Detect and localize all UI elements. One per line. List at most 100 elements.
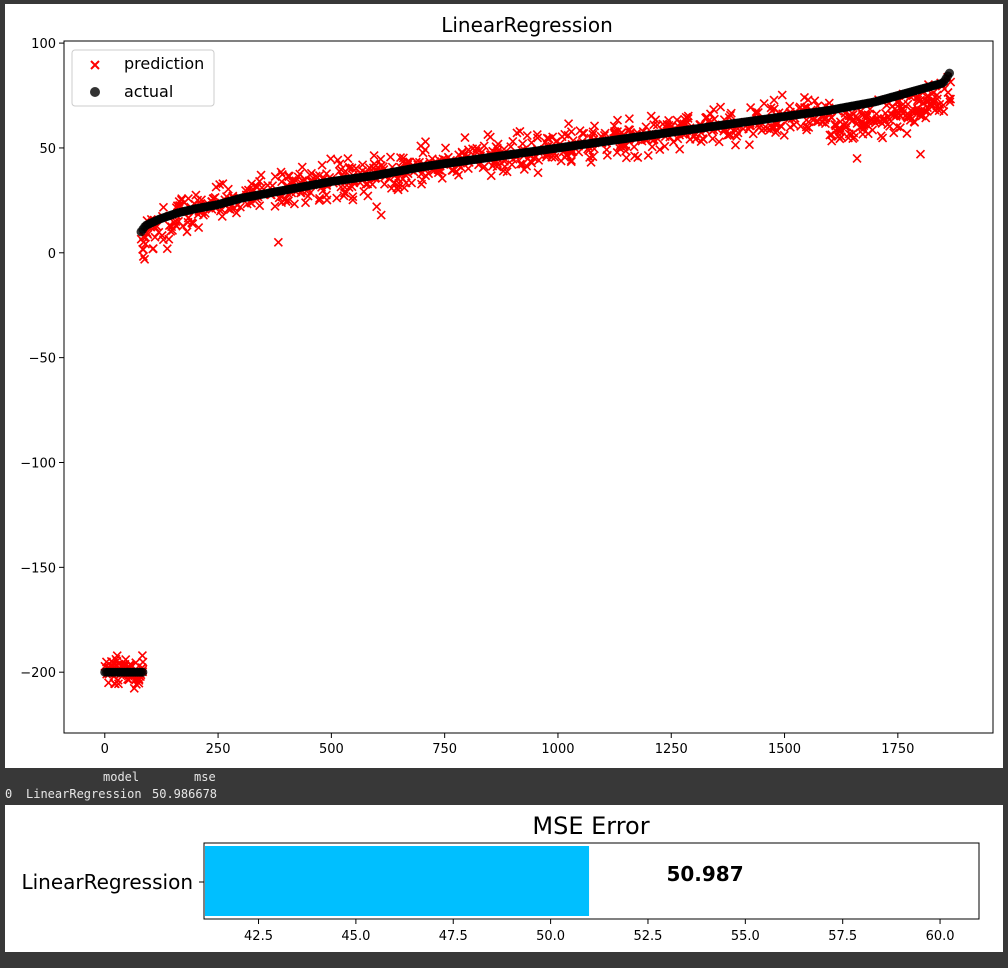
prediction-point: [820, 115, 830, 125]
prediction-point: [542, 133, 552, 143]
prediction-point: [858, 129, 868, 139]
prediction-point: [646, 111, 656, 121]
prediction-point: [332, 193, 342, 203]
prediction-point: [379, 179, 390, 189]
prediction-point: [479, 162, 489, 172]
prediction-point: [314, 195, 324, 205]
prediction-point: [336, 165, 346, 175]
prediction-point: [830, 125, 841, 135]
prediction-point: [488, 161, 498, 171]
prediction-point: [508, 136, 518, 146]
prediction-point: [171, 220, 181, 230]
prediction-point: [649, 120, 659, 130]
df-col-model: model: [103, 770, 140, 784]
prediction-point: [111, 654, 121, 664]
prediction-point: [730, 140, 741, 150]
x-tick-label: 500: [319, 742, 344, 757]
x-tick-label: 0: [101, 742, 109, 757]
prediction-point: [270, 201, 280, 211]
prediction-point: [254, 176, 265, 186]
prediction-point: [796, 121, 806, 131]
bar-x-tick-label: 60.0: [926, 929, 955, 944]
prediction-point: [532, 129, 542, 140]
prediction-point: [348, 192, 358, 202]
prediction-point: [468, 144, 478, 154]
prediction-point: [898, 104, 908, 114]
actual-point: [944, 68, 954, 78]
prediction-point: [771, 128, 781, 138]
prediction-point: [896, 104, 907, 114]
prediction-point: [372, 202, 382, 212]
prediction-point: [927, 99, 937, 109]
prediction-point: [416, 179, 427, 189]
legend-actual-marker: [90, 87, 100, 97]
legend-prediction-marker: [90, 60, 100, 70]
actual-series: [100, 68, 954, 677]
prediction-point: [263, 180, 273, 190]
actual-point: [138, 667, 148, 677]
prediction-point: [385, 152, 396, 162]
prediction-point: [421, 171, 431, 181]
bar-value-label: 50.987: [666, 862, 743, 886]
prediction-point: [891, 111, 901, 122]
prediction-point: [433, 168, 443, 178]
legend-actual-label: actual: [124, 82, 173, 101]
prediction-point: [938, 100, 948, 110]
prediction-point: [483, 129, 493, 140]
prediction-point: [863, 110, 873, 120]
prediction-point: [904, 111, 914, 121]
prediction-point: [867, 125, 878, 135]
prediction-point: [162, 244, 172, 254]
prediction-point: [376, 210, 386, 220]
prediction-point: [138, 244, 148, 255]
prediction-point: [392, 183, 402, 193]
prediction-point: [588, 129, 598, 140]
prediction-point: [550, 152, 560, 162]
prediction-point: [506, 142, 516, 152]
mse-bar-chart: MSE Error 42.5 45.0 47.5 50.0 52.5 55.0 57.5 60…: [21, 812, 980, 944]
prediction-point: [300, 198, 311, 208]
prediction-point: [857, 121, 867, 131]
y-tick-label: −150: [20, 561, 56, 576]
prediction-point: [129, 683, 139, 693]
y-tick-label: −200: [20, 666, 56, 681]
prediction-point: [305, 170, 315, 180]
prediction-point: [140, 254, 150, 264]
prediction-point: [945, 97, 955, 107]
legend-box: [71, 49, 215, 107]
prediction-point: [223, 184, 233, 194]
prediction-point: [566, 127, 576, 137]
prediction-point: [138, 237, 149, 247]
prediction-point: [394, 178, 404, 188]
prediction-point: [589, 121, 600, 131]
prediction-point: [138, 251, 148, 262]
prediction-point: [452, 167, 462, 177]
prediction-point: [852, 153, 862, 163]
bar-x-tick-label: 47.5: [439, 929, 468, 944]
prediction-point: [522, 131, 532, 141]
prediction-point: [401, 178, 411, 188]
prediction-point: [566, 155, 576, 165]
prediction-point: [182, 227, 192, 237]
prediction-point: [675, 144, 685, 154]
prediction-point: [364, 163, 374, 173]
prediction-point: [610, 127, 620, 137]
prediction-point: [460, 132, 470, 143]
legend-prediction-label: prediction: [124, 54, 204, 73]
prediction-point: [277, 170, 287, 180]
prediction-point: [912, 109, 922, 119]
prediction-point: [560, 129, 570, 139]
prediction-point: [486, 171, 496, 181]
prediction-point: [507, 160, 517, 170]
prediction-point: [158, 202, 169, 212]
prediction-point: [348, 195, 358, 205]
prediction-point: [848, 134, 858, 144]
prediction-point: [655, 144, 665, 155]
prediction-point: [714, 137, 724, 147]
prediction-point: [630, 151, 640, 161]
prediction-point: [566, 157, 576, 167]
prediction-point: [217, 211, 227, 221]
prediction-point: [297, 162, 307, 172]
df-row-mse: 50.986678: [152, 787, 218, 801]
prediction-point: [518, 139, 528, 149]
